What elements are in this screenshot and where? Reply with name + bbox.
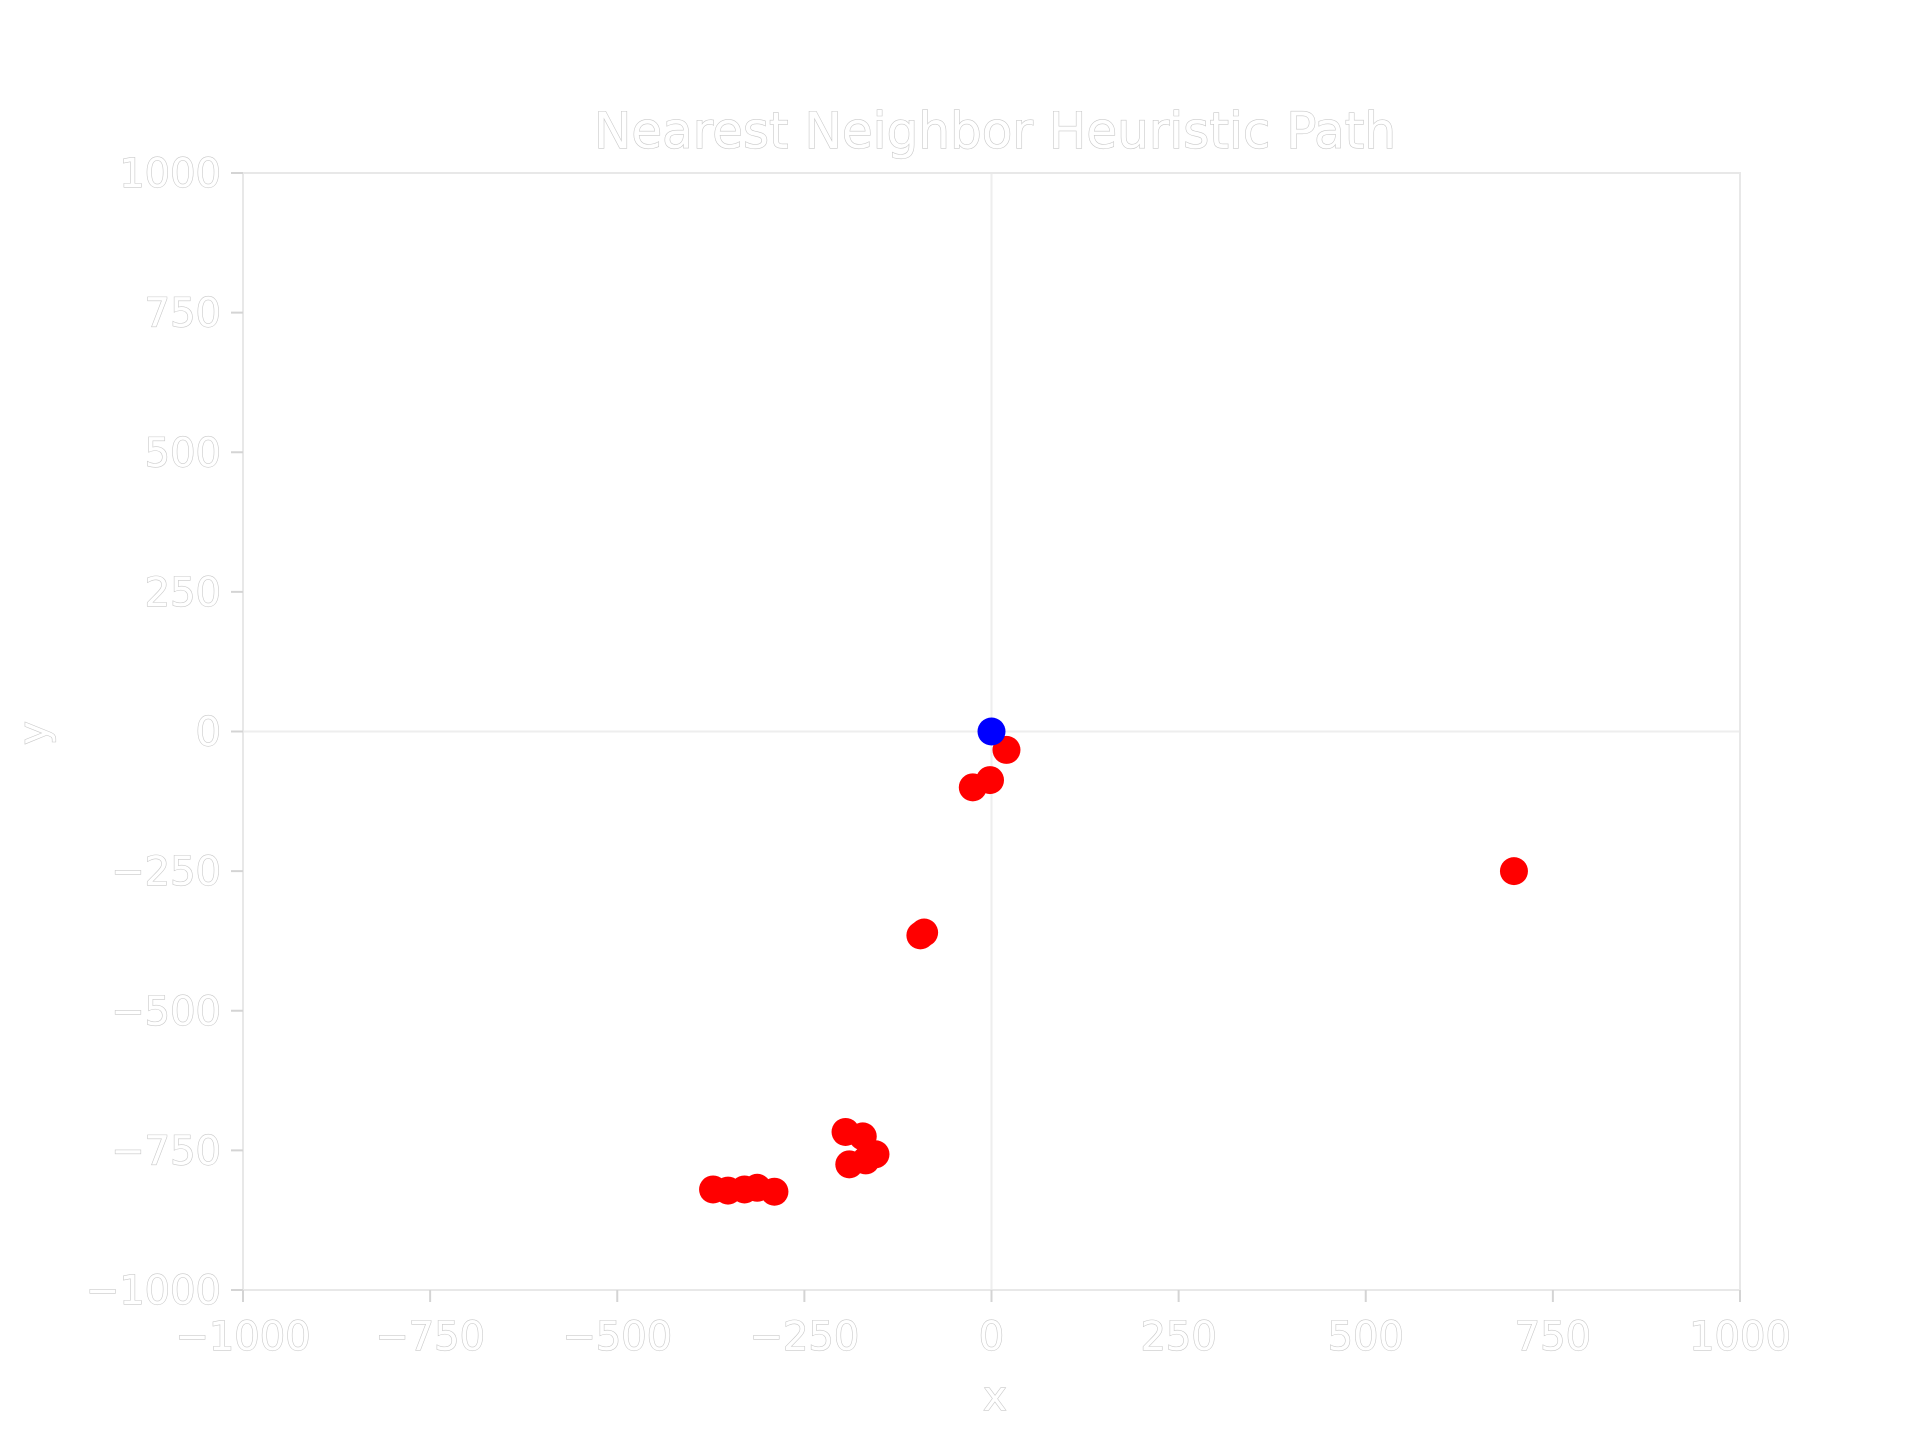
data-point	[835, 1150, 864, 1179]
x-axis-ticks: −1000 −750 −500 −250 0 250 500 750 1000	[175, 1290, 1791, 1361]
x-tick-label: 500	[1328, 1314, 1404, 1360]
y-axis-label: y	[11, 721, 57, 745]
y-axis-ticks: −1000 −750 −500 −250 0 250 500 750 1000	[85, 150, 243, 1315]
x-tick-label: 750	[1515, 1314, 1591, 1360]
y-tick-label: 500	[145, 430, 221, 476]
data-point	[910, 918, 939, 947]
x-tick-label: −1000	[175, 1314, 310, 1360]
y-tick-label: −750	[111, 1128, 221, 1174]
chart-title: Nearest Neighbor Heuristic Path	[594, 102, 1396, 160]
y-tick-label: −250	[111, 849, 221, 895]
y-tick-label: −500	[111, 989, 221, 1035]
x-tick-label: −750	[375, 1314, 485, 1360]
y-tick-label: 250	[145, 570, 221, 616]
data-points	[699, 717, 1528, 1206]
x-tick-label: 0	[979, 1314, 1004, 1360]
x-axis-label: x	[983, 1374, 1007, 1420]
start-point	[977, 717, 1006, 746]
x-tick-label: −500	[562, 1314, 672, 1360]
y-tick-label: 0	[196, 710, 221, 756]
data-point	[1499, 857, 1528, 886]
data-point	[958, 773, 987, 802]
data-point	[760, 1177, 789, 1206]
x-tick-label: 1000	[1689, 1314, 1791, 1360]
y-tick-label: −1000	[86, 1268, 221, 1314]
y-tick-label: 1000	[119, 151, 221, 197]
y-tick-label: 750	[145, 291, 221, 337]
x-tick-label: −250	[749, 1314, 859, 1360]
x-tick-label: 250	[1140, 1314, 1216, 1360]
